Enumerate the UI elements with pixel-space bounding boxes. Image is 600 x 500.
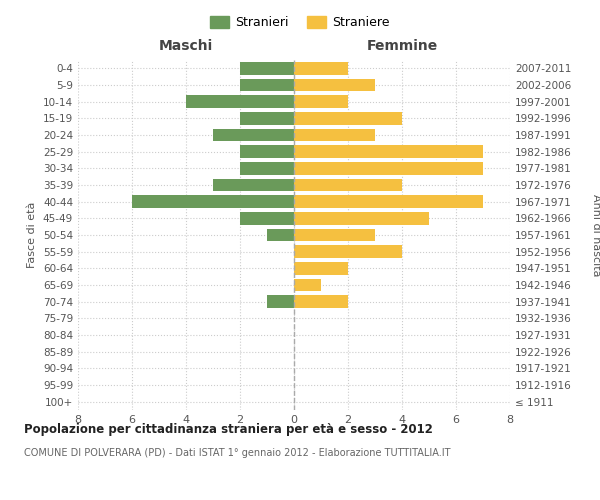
Bar <box>294 262 348 274</box>
Bar <box>132 196 294 208</box>
Bar <box>294 79 375 92</box>
Bar <box>294 296 348 308</box>
Bar <box>240 62 294 74</box>
Text: COMUNE DI POLVERARA (PD) - Dati ISTAT 1° gennaio 2012 - Elaborazione TUTTITALIA.: COMUNE DI POLVERARA (PD) - Dati ISTAT 1°… <box>24 448 451 458</box>
Bar <box>240 212 294 224</box>
Bar <box>213 129 294 141</box>
Bar <box>294 229 375 241</box>
Bar <box>294 129 375 141</box>
Bar <box>294 146 483 158</box>
Bar <box>294 162 483 174</box>
Bar <box>240 146 294 158</box>
Bar <box>240 112 294 124</box>
Text: Popolazione per cittadinanza straniera per età e sesso - 2012: Popolazione per cittadinanza straniera p… <box>24 422 433 436</box>
Bar <box>294 246 402 258</box>
Bar <box>186 96 294 108</box>
Bar <box>294 179 402 192</box>
Text: Femmine: Femmine <box>367 40 437 54</box>
Bar <box>294 212 429 224</box>
Y-axis label: Anni di nascita: Anni di nascita <box>591 194 600 276</box>
Bar <box>294 196 483 208</box>
Bar <box>294 279 321 291</box>
Bar <box>240 79 294 92</box>
Bar <box>294 112 402 124</box>
Text: Maschi: Maschi <box>159 40 213 54</box>
Legend: Stranieri, Straniere: Stranieri, Straniere <box>205 11 395 34</box>
Bar <box>267 229 294 241</box>
Bar <box>240 162 294 174</box>
Y-axis label: Fasce di età: Fasce di età <box>28 202 37 268</box>
Bar <box>294 96 348 108</box>
Bar <box>213 179 294 192</box>
Bar <box>294 62 348 74</box>
Bar <box>267 296 294 308</box>
